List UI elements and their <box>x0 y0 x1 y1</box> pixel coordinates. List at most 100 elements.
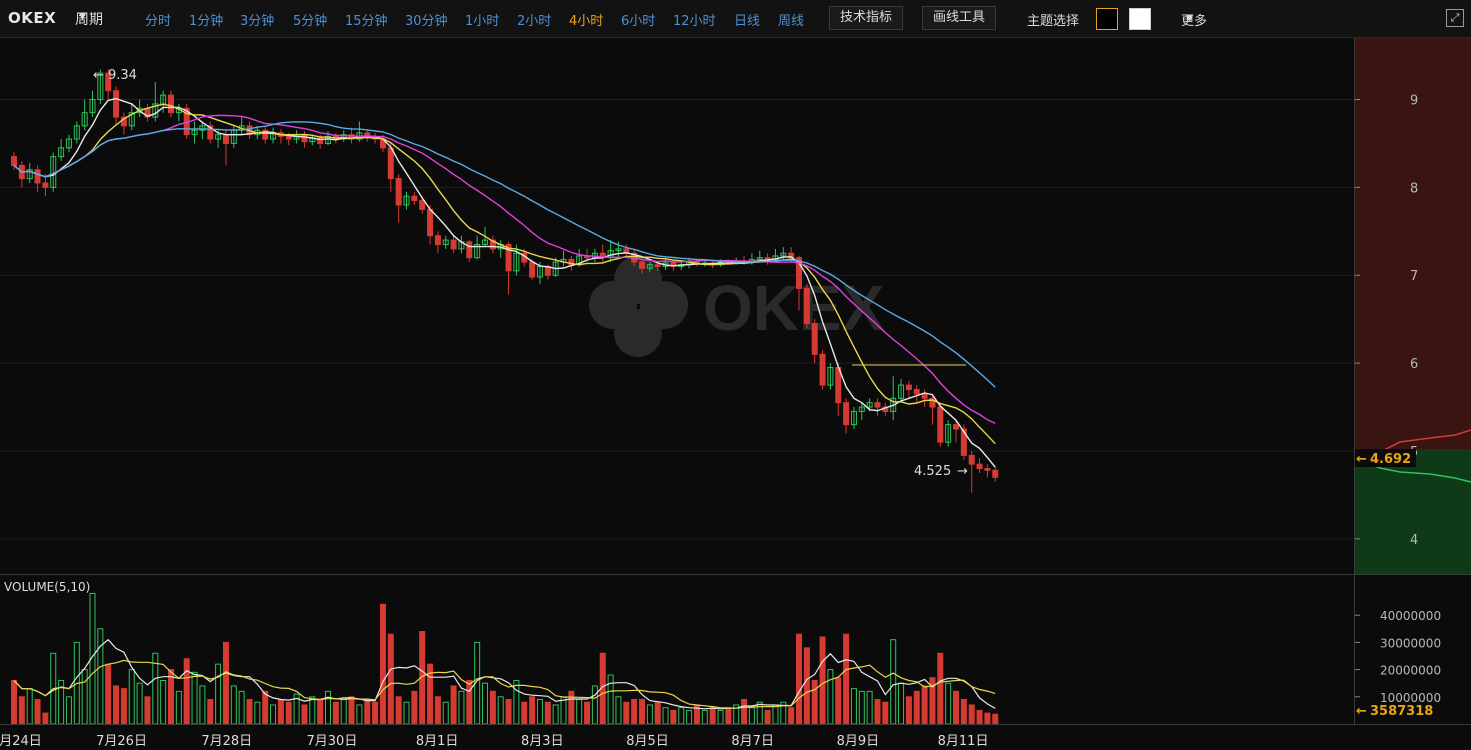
interval-tab-15m[interactable]: 15分钟 <box>345 14 388 29</box>
interval-tab-4h[interactable]: 4小时 <box>569 14 604 29</box>
volume-bar <box>317 699 324 725</box>
volume-bar <box>796 633 802 725</box>
volume-bar <box>960 699 967 725</box>
price-tick-label: 8 <box>1410 181 1418 196</box>
volume-bar <box>976 709 983 725</box>
date-label: 7月24日 <box>0 734 42 749</box>
candle <box>968 454 975 465</box>
candle <box>387 147 394 180</box>
candle <box>568 258 575 266</box>
volume-bar <box>42 712 49 725</box>
interval-tab-tick[interactable]: 分时 <box>145 14 172 29</box>
candle <box>482 239 488 245</box>
current-volume: 3587318 <box>1370 704 1433 719</box>
candle <box>976 463 983 470</box>
candle <box>874 402 881 408</box>
volume-bar <box>843 633 850 725</box>
volume-bar <box>246 699 253 725</box>
candle <box>850 410 857 426</box>
candle <box>615 248 622 252</box>
candle <box>262 129 269 140</box>
candle <box>984 468 991 471</box>
date-label: 7月28日 <box>201 734 252 749</box>
volume-bar <box>937 652 944 725</box>
ask-depth-area <box>1355 38 1471 449</box>
toolbar: OKEX 周期 ▼ 分时 1分钟 3分钟 5分钟 15分钟 30分钟 1小时 2小… <box>0 0 1471 38</box>
candle <box>81 112 88 127</box>
interval-tab-12h[interactable]: 12小时 <box>673 14 716 29</box>
okex-logo: OKEX <box>8 9 57 27</box>
date-label: 7月26日 <box>96 734 147 749</box>
price-tick-label: 6 <box>1410 357 1418 372</box>
volume-bar <box>144 696 151 725</box>
volume-bar <box>764 709 771 725</box>
ma-line-ma20 <box>13 114 996 425</box>
drawing-tools-button[interactable]: 画线工具 <box>922 6 997 30</box>
volume-bar <box>34 699 41 725</box>
date-label: 8月3日 <box>521 734 564 749</box>
more-label: 更多 <box>1181 14 1208 29</box>
volume-bar <box>364 699 371 725</box>
theme-light-swatch[interactable] <box>1129 8 1151 30</box>
interval-tab-30m[interactable]: 30分钟 <box>405 14 448 29</box>
interval-tab-6h[interactable]: 6小时 <box>621 14 656 29</box>
volume-ma-lines <box>13 638 996 710</box>
low-value: 4.525 <box>914 464 951 479</box>
grid-lines <box>0 99 1354 540</box>
more-dropdown[interactable]: 更多 ▼ <box>1181 10 1207 29</box>
indicators-button[interactable]: 技术指标 <box>829 6 904 30</box>
volume-bar <box>489 690 496 725</box>
time-axis: 7月24日 7月26日 7月28日 7月30日 8月1日 8月3日 8月5日 8月7日 8月9日… <box>0 734 988 749</box>
candle <box>419 200 426 210</box>
chevron-down-icon: ▼ <box>79 12 86 22</box>
bid-depth-area <box>1355 449 1471 574</box>
volume-bar <box>332 701 339 725</box>
volume-bar <box>450 685 457 725</box>
candle <box>113 90 120 118</box>
candle <box>222 134 229 144</box>
candle <box>207 125 214 140</box>
candle <box>474 243 481 259</box>
theme-dark-swatch[interactable] <box>1096 8 1118 30</box>
volume-bar <box>395 696 402 725</box>
fullscreen-icon[interactable]: ⤢ <box>1446 9 1464 27</box>
candle <box>819 353 826 386</box>
candle <box>285 135 292 140</box>
watermark-circle <box>614 309 662 357</box>
candle <box>898 384 905 399</box>
interval-tab-5m[interactable]: 5分钟 <box>293 14 328 29</box>
candle <box>505 243 512 272</box>
candle <box>34 169 41 184</box>
moving-average-lines <box>13 97 996 468</box>
watermark-text: OKEX <box>703 272 885 344</box>
volume-bar <box>835 677 842 725</box>
candle <box>513 252 520 272</box>
low-arrow-icon: → <box>957 464 968 479</box>
candle <box>992 469 999 478</box>
kline-chart[interactable]: OKEX ← 9.34 4.525 → 987654 ← 4.692 VOLUM… <box>0 38 1471 750</box>
interval-tab-daily[interactable]: 日线 <box>734 14 761 29</box>
candle <box>199 125 206 131</box>
interval-tab-weekly[interactable]: 周线 <box>778 14 805 29</box>
current-price-tag: ← 4.692 <box>1354 449 1416 467</box>
candle <box>42 182 49 188</box>
candle <box>89 99 96 114</box>
candle <box>168 94 174 114</box>
volume-bar <box>434 696 441 725</box>
low-annotation: 4.525 → <box>914 464 968 479</box>
candle <box>529 261 536 278</box>
candle <box>858 406 865 412</box>
candle <box>827 367 834 386</box>
interval-tab-1m[interactable]: 1分钟 <box>189 14 224 29</box>
period-dropdown[interactable]: 周期 ▼ <box>75 9 103 28</box>
interval-tab-2h[interactable]: 2小时 <box>517 14 552 29</box>
volume-bar <box>285 701 292 725</box>
interval-tab-1h[interactable]: 1小时 <box>465 14 500 29</box>
candle <box>639 261 645 269</box>
interval-tab-3m[interactable]: 3分钟 <box>240 14 275 29</box>
volume-bar <box>301 704 308 725</box>
volume-bar <box>18 696 25 725</box>
volume-tick-label: 20000000 <box>1380 664 1441 678</box>
volume-bar <box>348 696 355 725</box>
volume-bar <box>623 701 630 725</box>
